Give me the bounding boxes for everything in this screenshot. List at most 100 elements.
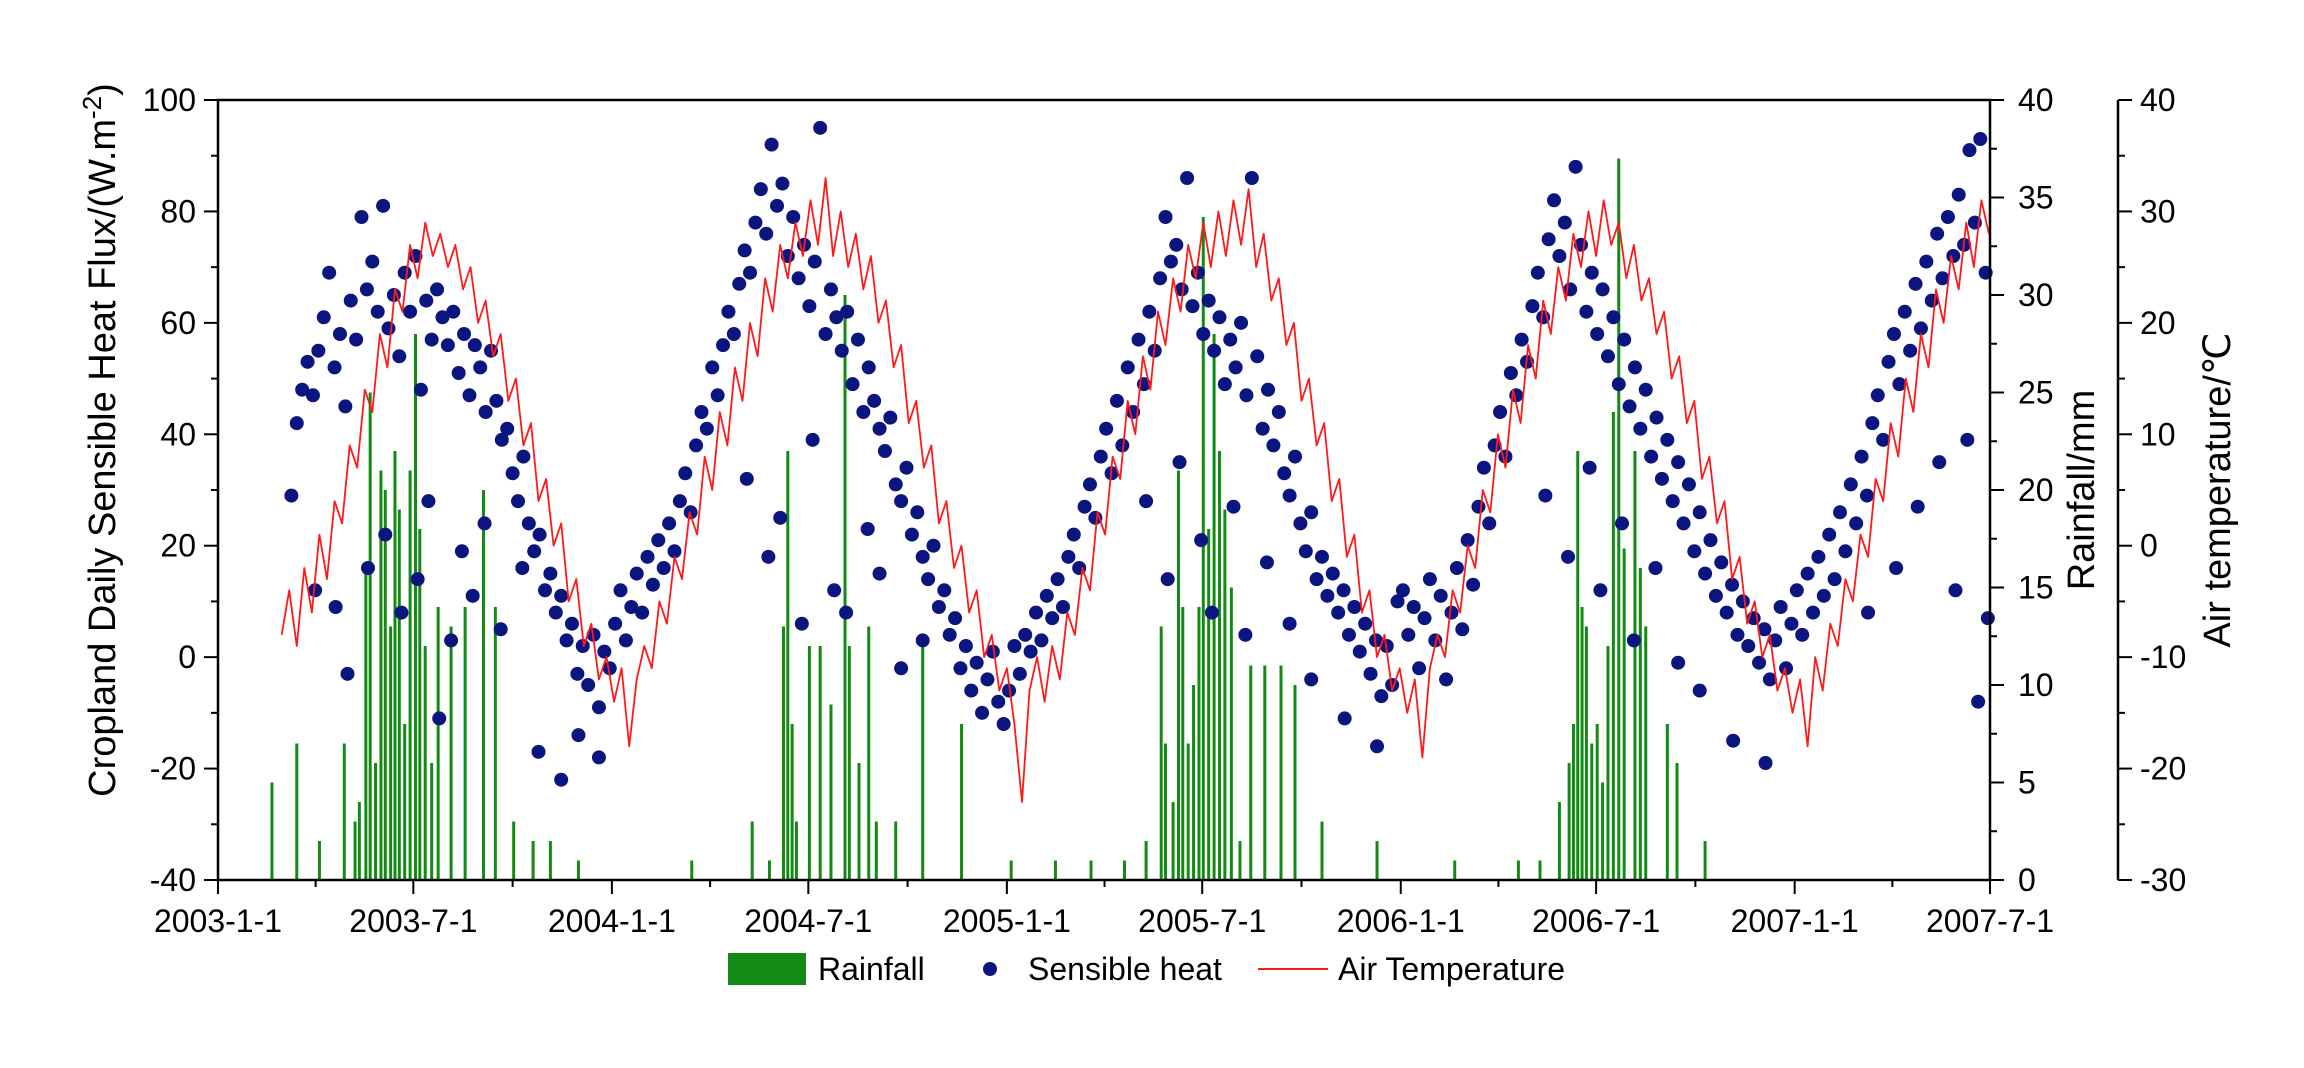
- sensible-heat-point: [969, 655, 984, 670]
- sensible-heat-point: [1935, 271, 1950, 286]
- sensible-heat-point: [894, 494, 909, 509]
- sensible-heat-point: [1282, 616, 1297, 631]
- air-temperature-line-layer: [280, 177, 1990, 803]
- sensible-heat-point: [1185, 299, 1200, 314]
- sensible-heat-point: [689, 438, 704, 453]
- sensible-heat-point: [1735, 594, 1750, 609]
- y-temperature-tick-label: 20: [2140, 305, 2176, 341]
- sensible-heat-point: [494, 432, 509, 447]
- sensible-heat-point: [1288, 449, 1303, 464]
- sensible-heat-point: [457, 327, 472, 341]
- y-rain-tick-label: 10: [2018, 667, 2054, 703]
- sensible-heat-point: [931, 600, 946, 614]
- sensible-heat-point: [1261, 382, 1276, 397]
- legend-sensible-heat-label: Sensible heat: [1028, 951, 1222, 987]
- sensible-heat-point: [1644, 449, 1659, 464]
- sensible-heat-point: [537, 583, 552, 598]
- sensible-heat-point: [527, 544, 542, 559]
- sensible-heat-point: [899, 460, 914, 475]
- sensible-heat-point: [575, 639, 590, 653]
- sensible-heat-point: [1358, 616, 1373, 631]
- sensible-heat-point: [1832, 505, 1847, 520]
- sensible-heat-point: [640, 549, 655, 564]
- sensible-heat-point: [1337, 711, 1352, 726]
- sensible-heat-point: [1277, 466, 1292, 481]
- sensible-heat-point: [739, 471, 754, 486]
- sensible-heat-point: [761, 549, 776, 564]
- sensible-heat-point: [802, 299, 817, 314]
- sensible-heat-point: [1865, 416, 1880, 431]
- sensible-heat-point: [910, 505, 925, 520]
- sensible-heat-point: [421, 494, 436, 509]
- sensible-heat-point: [1460, 533, 1475, 548]
- y-rain-tick-label: 25: [2018, 375, 2054, 411]
- sensible-heat-point: [805, 432, 820, 447]
- sensible-heat-point: [1811, 549, 1826, 564]
- sensible-heat-point: [1412, 661, 1427, 676]
- sensible-heat-point: [511, 494, 526, 509]
- sensible-heat-point: [308, 583, 323, 598]
- sensible-heat-point: [370, 304, 385, 319]
- sensible-heat-point: [1971, 694, 1986, 709]
- sensible-heat-point: [462, 388, 477, 403]
- sensible-heat-point: [300, 354, 315, 369]
- sensible-heat-point: [1547, 193, 1562, 208]
- sensible-heat-point: [1066, 527, 1081, 542]
- sensible-heat-point: [444, 633, 459, 648]
- sensible-heat-point: [354, 210, 369, 224]
- sensible-heat-point: [446, 304, 461, 319]
- sensible-heat-point: [1886, 327, 1901, 341]
- sensible-heat-point: [1331, 605, 1346, 620]
- sensible-heat-point: [827, 583, 842, 598]
- sensible-heat-point: [1341, 627, 1356, 642]
- x-tick-label: 2006-7-1: [1532, 903, 1660, 939]
- sensible-heat-point: [1708, 588, 1723, 603]
- y-axis-air-temperature: -30 -20 -10 0 10 20 30 40: [2116, 82, 2186, 898]
- x-tick-label: 2007-7-1: [1926, 903, 2054, 939]
- sensible-heat-point: [1120, 360, 1135, 375]
- sensible-heat-point: [1849, 516, 1864, 531]
- sensible-heat-point: [753, 182, 768, 197]
- sensible-heat-point: [980, 672, 995, 687]
- sensible-heat-point: [1023, 644, 1038, 659]
- sensible-heat-point: [1363, 666, 1378, 681]
- sensible-heat-point: [1725, 577, 1740, 592]
- sensible-heat-point: [1758, 756, 1773, 770]
- sensible-heat-point: [608, 616, 623, 631]
- sensible-heat-point: [1579, 304, 1594, 319]
- sensible-heat-point: [1082, 477, 1097, 492]
- sensible-heat-point: [1325, 566, 1340, 581]
- sensible-heat-point: [1615, 516, 1630, 531]
- sensible-heat-point: [867, 393, 882, 408]
- y-rain-tick-label: 40: [2018, 82, 2054, 118]
- sensible-heat-point: [1951, 187, 1966, 202]
- legend-rainfall-swatch: [728, 953, 806, 985]
- sensible-heat-point: [1012, 666, 1027, 681]
- legend: Rainfall Sensible heat Air Temperature: [728, 951, 1565, 987]
- sensible-heat-point: [662, 516, 677, 531]
- sensible-heat-point: [1204, 605, 1219, 620]
- x-tick-label: 2004-7-1: [744, 903, 872, 939]
- sensible-heat-point: [1913, 321, 1928, 336]
- sensible-heat-point: [1919, 254, 1934, 269]
- sensible-heat-point: [1109, 393, 1124, 408]
- sensible-heat-point: [1503, 366, 1518, 380]
- sensible-heat-point: [683, 505, 698, 520]
- y-axis-left-title-superscript: -2: [77, 96, 107, 119]
- sensible-heat-point: [500, 421, 515, 436]
- sensible-heat-point: [1158, 210, 1173, 224]
- sensible-heat-point: [1061, 549, 1076, 564]
- sensible-heat-point: [381, 321, 396, 336]
- sensible-heat-point: [1648, 561, 1663, 575]
- sensible-heat-point: [327, 360, 342, 375]
- x-tick-label: 2004-1-1: [548, 903, 676, 939]
- sensible-heat-point: [1471, 499, 1486, 514]
- sensible-heat-point: [1370, 739, 1385, 754]
- sensible-heat-point: [1439, 672, 1454, 687]
- sensible-heat-point: [1973, 132, 1988, 146]
- sensible-heat-point: [1207, 343, 1222, 358]
- sensible-heat-point: [834, 343, 849, 358]
- sensible-heat-point: [613, 583, 628, 598]
